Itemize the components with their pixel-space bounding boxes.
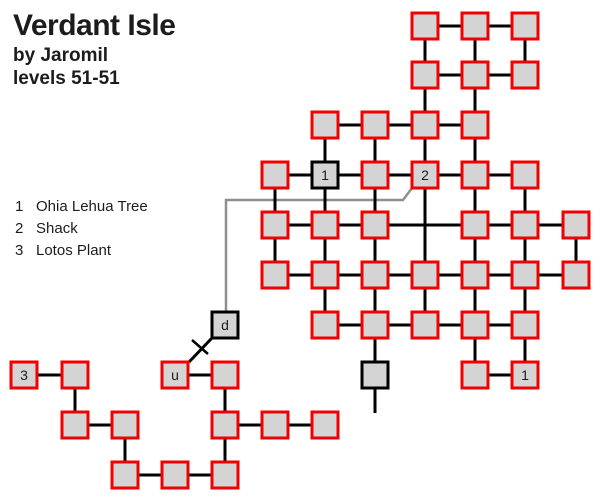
map-author: by Jaromil xyxy=(13,45,109,66)
legend-item: 3 Lotos Plant xyxy=(15,240,148,262)
room xyxy=(310,410,340,440)
map-title: Verdant Isle xyxy=(13,9,176,42)
room xyxy=(260,210,290,240)
room xyxy=(460,60,490,90)
legend-num: 1 xyxy=(15,198,24,215)
room xyxy=(510,210,540,240)
room xyxy=(410,260,440,290)
room-label: 1 xyxy=(321,167,329,183)
room xyxy=(210,360,240,390)
room-label: 1 xyxy=(521,367,529,383)
room xyxy=(510,11,540,41)
room xyxy=(210,460,240,490)
room xyxy=(561,210,591,240)
room xyxy=(260,260,290,290)
room xyxy=(410,110,440,140)
room xyxy=(260,160,290,190)
room xyxy=(110,460,140,490)
room xyxy=(460,160,490,190)
room-label: u xyxy=(171,367,179,383)
room xyxy=(260,410,290,440)
room-label: 2 xyxy=(421,167,429,183)
door-tick xyxy=(191,339,209,355)
diagonal-link xyxy=(187,336,214,364)
room xyxy=(460,260,490,290)
room xyxy=(60,410,90,440)
legend: 1 Ohia Lehua Tree 2 Shack 3 Lotos Plant xyxy=(15,196,148,262)
map-levels: levels 51-51 xyxy=(13,68,120,89)
room xyxy=(460,310,490,340)
legend-num: 3 xyxy=(15,242,24,259)
legend-label: Shack xyxy=(36,220,78,237)
room xyxy=(410,60,440,90)
room-1 xyxy=(510,360,540,390)
room-1 xyxy=(310,160,340,190)
room xyxy=(460,360,490,390)
room-u xyxy=(160,360,190,390)
room xyxy=(360,110,390,140)
room xyxy=(110,410,140,440)
room-2 xyxy=(410,160,440,190)
room xyxy=(160,460,190,490)
room xyxy=(510,160,540,190)
room xyxy=(360,210,390,240)
room xyxy=(360,310,390,340)
room xyxy=(360,260,390,290)
legend-label: Ohia Lehua Tree xyxy=(36,198,148,215)
room xyxy=(510,60,540,90)
room xyxy=(561,260,591,290)
room xyxy=(310,210,340,240)
room xyxy=(510,310,540,340)
room-label: 3 xyxy=(20,367,28,383)
room-label: d xyxy=(221,317,229,333)
room xyxy=(460,210,490,240)
room xyxy=(210,410,240,440)
legend-label: Lotos Plant xyxy=(36,242,112,259)
legend-item: 1 Ohia Lehua Tree xyxy=(15,196,148,218)
room xyxy=(510,260,540,290)
room xyxy=(310,110,340,140)
room xyxy=(310,310,340,340)
room xyxy=(360,160,390,190)
room-3 xyxy=(9,360,39,390)
room xyxy=(360,360,390,390)
legend-item: 2 Shack xyxy=(15,218,148,240)
title-block: Verdant Isle by Jaromil levels 51-51 xyxy=(13,8,176,90)
legend-num: 2 xyxy=(15,220,24,237)
room xyxy=(460,110,490,140)
room xyxy=(310,260,340,290)
room-d xyxy=(210,310,240,340)
gray-path-link xyxy=(224,187,413,313)
room xyxy=(460,11,490,41)
room xyxy=(60,360,90,390)
room xyxy=(410,310,440,340)
room xyxy=(410,11,440,41)
